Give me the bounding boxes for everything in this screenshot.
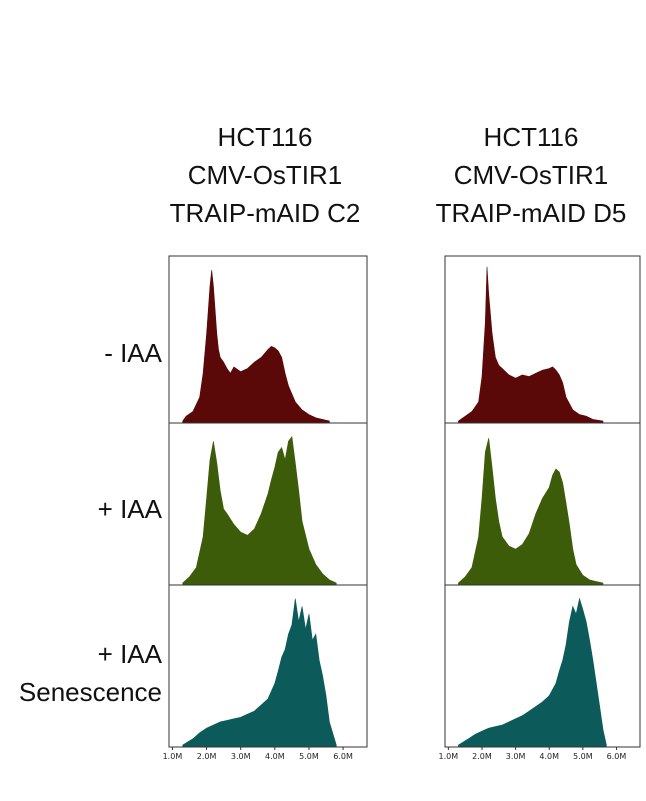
row-label-line: Senescence [18, 677, 162, 707]
x-tick-label: 3.0M [506, 752, 526, 761]
x-tick-label: 1.0M [163, 752, 183, 761]
histogram-area-1-1 [458, 438, 604, 586]
x-tick-label: 5.0M [573, 752, 593, 761]
x-tick-label: 6.0M [607, 752, 627, 761]
x-tick-label: 5.0M [299, 752, 319, 761]
row-label-plus-iaa: + IAA [98, 490, 162, 528]
x-tick-label: 2.0M [197, 752, 217, 761]
panel-frame-1-2 [444, 584, 641, 748]
x-tick-label: 4.0M [265, 752, 285, 761]
row-label-line: + IAA [97, 494, 162, 524]
row-label-line: + IAA [97, 639, 162, 669]
panel-frame-0-2 [168, 584, 368, 748]
histogram-area-0-0 [182, 269, 330, 424]
column-title-line: HCT116 [217, 122, 313, 152]
column-title-line: TRAIP-mAID C2 [169, 198, 361, 228]
column-title-line: TRAIP-mAID D5 [435, 198, 627, 228]
column-title-d5: HCT116 CMV-OsTIR1 TRAIP-mAID D5 [401, 118, 646, 232]
x-tick-label: 3.0M [231, 752, 251, 761]
histogram-area-0-2 [182, 598, 337, 748]
column-title-c2: HCT116 CMV-OsTIR1 TRAIP-mAID C2 [135, 118, 395, 232]
row-label-line: - IAA [104, 338, 162, 368]
column-title-line: CMV-OsTIR1 [187, 160, 343, 190]
column-title-line: HCT116 [483, 122, 579, 152]
x-tick-label: 4.0M [539, 752, 559, 761]
histogram-area-1-2 [458, 597, 607, 748]
x-tick-label: 2.0M [472, 752, 492, 761]
x-tick-label: 6.0M [333, 752, 353, 761]
column-title-line: CMV-OsTIR1 [453, 160, 609, 190]
histogram-area-1-0 [458, 266, 604, 424]
row-label-senescence: + IAA Senescence [19, 635, 162, 711]
x-tick-label: 1.0M [439, 752, 459, 761]
row-label-minus-iaa: - IAA [104, 334, 162, 372]
histogram-area-0-1 [182, 435, 337, 586]
